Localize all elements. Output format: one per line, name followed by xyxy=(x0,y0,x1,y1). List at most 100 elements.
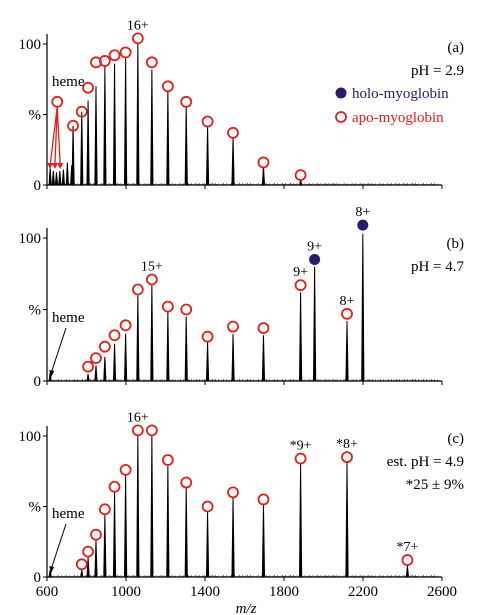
spectrum-peak xyxy=(136,436,140,577)
spectrum-peak xyxy=(205,125,210,185)
apo-marker xyxy=(294,169,307,182)
charge-state-label: 9+ xyxy=(307,239,322,254)
apo-marker xyxy=(201,115,214,128)
apo-marker xyxy=(98,55,111,67)
spectrum-peak xyxy=(103,514,107,577)
charge-state-label: 16+ xyxy=(127,18,149,33)
apo-marker xyxy=(180,476,193,489)
spectrum-peak xyxy=(80,569,84,577)
apo-marker xyxy=(294,279,307,292)
heme-label: heme xyxy=(52,74,85,90)
spectrum-peak xyxy=(71,125,75,185)
x-axis-ticklabels: 600 1000 1400 1800 2200 2600 xyxy=(36,584,457,600)
apo-arrow xyxy=(56,106,61,166)
apo-marker xyxy=(82,545,94,558)
apo-arrow xyxy=(54,106,58,166)
spectrum-peak xyxy=(298,292,303,381)
spectrum-panel-1: 100% 0 16+ heme (a) pH = 2.9 xyxy=(19,18,465,194)
panel-tag: (b) xyxy=(447,236,465,252)
spectrum-peak xyxy=(166,90,170,185)
ytick-label-0: 0 xyxy=(34,374,42,390)
spectrum-peak xyxy=(124,475,128,577)
holo-legend-label: holo-myoglobin xyxy=(352,86,449,102)
spectrum-peak xyxy=(48,372,52,381)
ytick-label-100: 100 xyxy=(19,231,42,247)
charge-state-label: *7+ xyxy=(396,540,418,555)
charge-state-label: 8+ xyxy=(340,294,355,309)
heme-arrowhead xyxy=(49,566,55,573)
spectrum-panel-2: 100% 0 15+ 9+ 9+ 8+ 8+ heme (b) pH = 4.7 xyxy=(19,205,465,390)
apo-marker xyxy=(145,56,158,69)
spectrum-peak xyxy=(261,166,266,185)
apo-marker xyxy=(108,480,121,493)
spectrum-peak xyxy=(205,342,210,381)
apo-marker xyxy=(227,126,239,139)
xtick-label: 1800 xyxy=(269,584,299,600)
apo-marker xyxy=(341,451,353,464)
spectrum-peak xyxy=(54,172,59,185)
legend: holo-myoglobin apo-myoglobin xyxy=(335,86,449,126)
apo-arrow xyxy=(49,106,58,166)
spectrum-peak xyxy=(261,335,266,381)
panel-tag: (a) xyxy=(447,40,464,56)
panel-tag: (c) xyxy=(447,431,464,447)
heme-arrowhead xyxy=(49,370,55,377)
apo-marker xyxy=(180,95,193,108)
x-axis-label: m/z xyxy=(236,601,257,615)
apo-marker xyxy=(401,554,414,566)
spectrum-peak xyxy=(231,333,235,381)
xtick-label: 1400 xyxy=(190,584,220,600)
charge-state-label: 8+ xyxy=(355,205,370,220)
apo-marker xyxy=(90,352,102,365)
apo-marker xyxy=(82,360,94,373)
spectra-panels: 100% 0 16+ heme (a) pH = 2.9 100% 0 15+ 9+ 9+ 8+ 8+ h… xyxy=(19,18,465,586)
spectrum-peak xyxy=(205,512,210,577)
apo-marker xyxy=(119,463,132,476)
apo-arrowhead xyxy=(51,163,58,169)
ytick-label-percent: % xyxy=(29,500,42,516)
apo-marker xyxy=(98,503,111,516)
spectrum-peak xyxy=(313,266,317,381)
heme-label: heme xyxy=(52,310,85,326)
apo-marker xyxy=(75,558,88,571)
spectrum-peak xyxy=(86,557,90,577)
ytick-label-100: 100 xyxy=(19,429,42,445)
spectrum-peak xyxy=(184,488,188,577)
spectrum-peak xyxy=(136,295,140,381)
spectrum-peak xyxy=(48,168,52,185)
panel-condition: pH = 4.7 xyxy=(411,259,465,275)
heme-arrow xyxy=(50,523,67,570)
spectrum-peak xyxy=(298,179,303,185)
spectrum-peak xyxy=(124,58,128,185)
apo-marker xyxy=(90,528,102,541)
spectrum-peak xyxy=(112,492,117,577)
apo-marker xyxy=(201,500,214,513)
charge-state-label: *9+ xyxy=(290,439,312,454)
heme-arrow xyxy=(50,327,67,374)
apo-marker xyxy=(161,454,174,466)
apo-marker xyxy=(161,300,174,313)
spectrum-peak xyxy=(150,436,154,577)
ytick-label-percent: % xyxy=(29,108,42,124)
spectrum-peak xyxy=(65,162,69,185)
spectrum-peak xyxy=(150,69,154,185)
spectrum-peak xyxy=(124,333,128,381)
spectrum-peak xyxy=(112,63,117,185)
apo-marker xyxy=(180,303,193,316)
holo-legend-marker xyxy=(335,87,347,99)
spectrum-peak xyxy=(61,169,65,185)
apo-marker xyxy=(51,95,64,108)
spectrum-peak xyxy=(150,285,154,381)
apo-marker xyxy=(119,319,132,332)
spectrum-peak xyxy=(136,44,140,185)
apo-marker xyxy=(108,49,121,62)
ytick-label-0: 0 xyxy=(34,178,42,194)
apo-marker xyxy=(98,340,111,353)
charge-state-label: *8+ xyxy=(336,437,358,452)
spectrum-peak xyxy=(231,137,235,185)
spectrum-peak xyxy=(86,373,90,381)
panel-condition: est. pH = 4.9 xyxy=(387,454,464,470)
holo-marker xyxy=(309,253,321,265)
apo-legend-label: apo-myoglobin xyxy=(352,110,444,126)
charge-state-label: 16+ xyxy=(127,410,149,425)
